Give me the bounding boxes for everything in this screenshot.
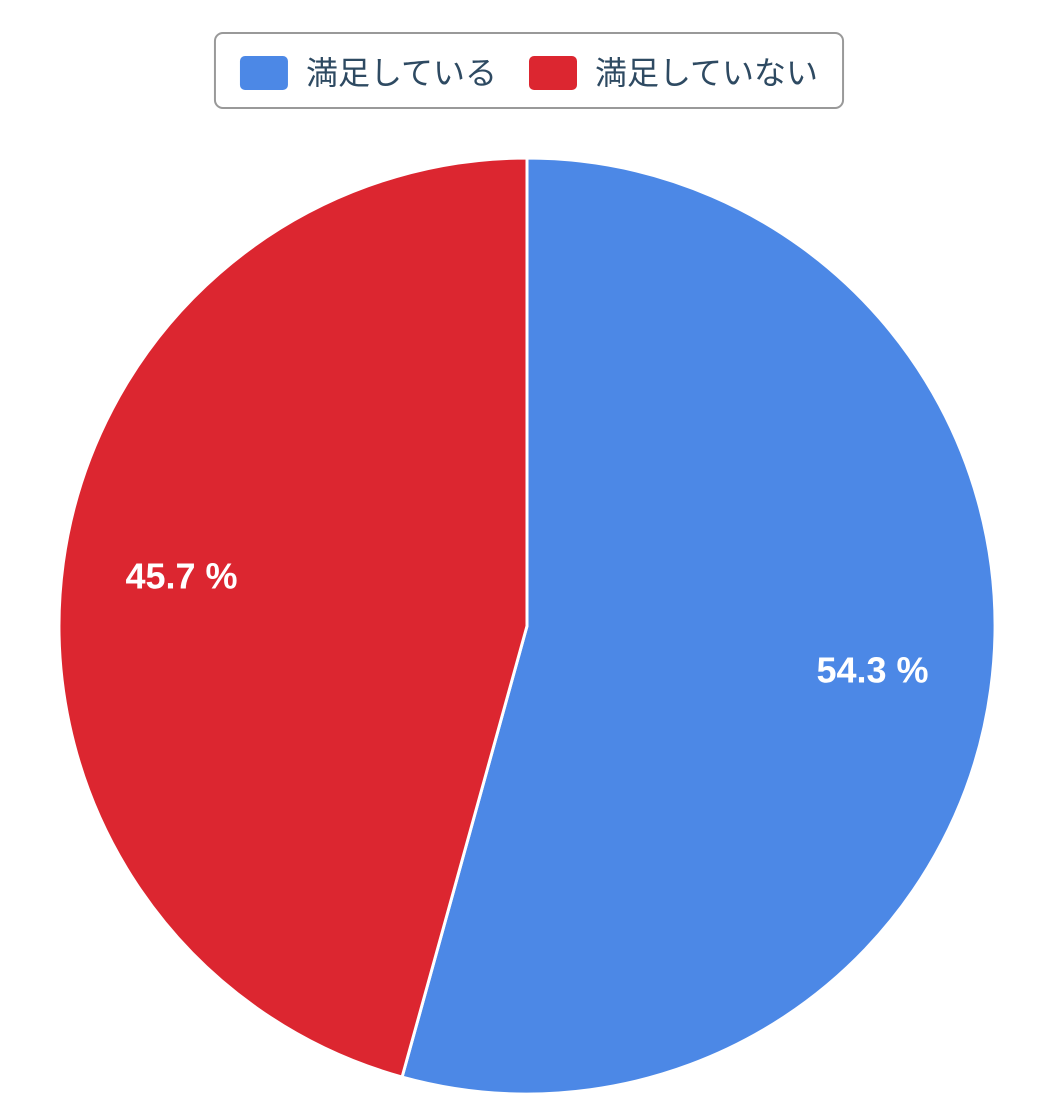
legend-swatch[interactable]: [239, 56, 288, 90]
pie-slice: [57, 156, 529, 1079]
slice-label: 45.7 %: [125, 556, 237, 597]
legend-label: 満足していない: [595, 54, 818, 92]
legend-label: 満足している: [306, 54, 497, 92]
pie-slice: [400, 156, 997, 1096]
pie: 54.3 % 45.7 %: [57, 156, 997, 1096]
legend-swatch[interactable]: [529, 56, 577, 90]
slice-label: 54.3 %: [816, 649, 928, 690]
legend: 満足している 満足していない: [213, 32, 845, 109]
